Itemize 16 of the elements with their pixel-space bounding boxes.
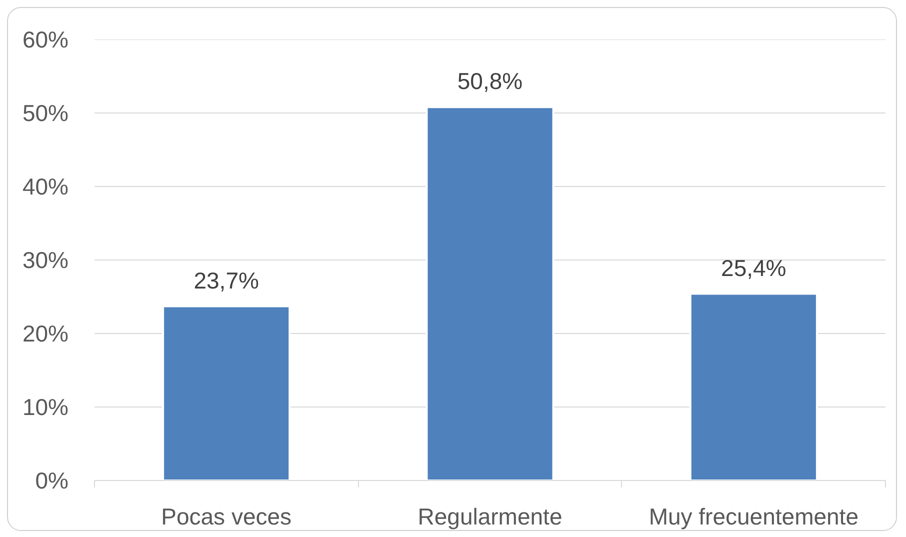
y-tick-label: 30% [22, 247, 69, 273]
y-tick-label: 40% [22, 174, 69, 200]
y-tick-label: 10% [22, 394, 69, 420]
y-tick-label: 0% [35, 468, 69, 494]
y-tick-label: 60% [22, 26, 69, 52]
y-tick-label: 50% [22, 100, 69, 126]
bar [162, 305, 291, 480]
data-label: 25,4% [721, 254, 786, 281]
x-tick-label: Muy frecuentemente [648, 504, 859, 530]
bar [426, 106, 554, 480]
data-label: 50,8% [457, 68, 523, 94]
bar [689, 292, 818, 480]
x-tick-label: Regularmente [418, 504, 562, 530]
x-tick-label: Pocas veces [161, 504, 292, 530]
data-label: 23,7% [194, 267, 259, 294]
y-tick-label: 20% [22, 320, 69, 346]
